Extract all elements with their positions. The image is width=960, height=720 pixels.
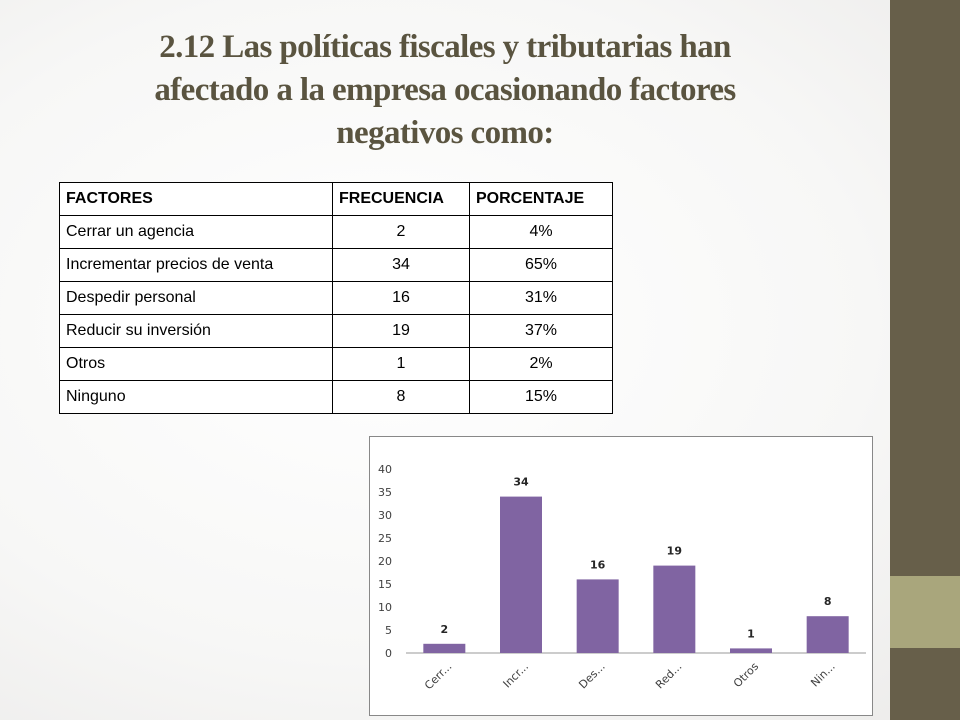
- frequency-cell: 19: [332, 314, 470, 348]
- factor-cell: Otros: [59, 347, 333, 381]
- y-tick-label: 20: [378, 555, 392, 568]
- bar-chart: 0 5 10 15 20 25 30 35 40 2 34 16 19 1 8 Cerr... Incr..…: [369, 436, 873, 716]
- bar: [730, 648, 772, 653]
- factor-cell: Despedir personal: [59, 281, 333, 315]
- y-tick-label: 40: [378, 463, 392, 476]
- title-line-1: 2.12 Las políticas fiscales y tributaria…: [159, 29, 731, 65]
- header-factores: FACTORES: [59, 182, 333, 216]
- table-header-row: FACTORES FRECUENCIA PORCENTAJE: [59, 182, 613, 216]
- slide-title: 2.12 Las políticas fiscales y tributaria…: [60, 26, 830, 155]
- factor-cell: Reducir su inversión: [59, 314, 333, 348]
- title-line-3: negativos como:: [336, 115, 554, 151]
- y-tick-label: 35: [378, 486, 392, 499]
- table-row: Otros 1 2%: [59, 347, 613, 381]
- frequency-table: FACTORES FRECUENCIA PORCENTAJE Cerrar un…: [59, 182, 613, 414]
- bar: [653, 565, 696, 653]
- x-tick-label: Red...: [653, 660, 684, 691]
- sidebar-accent-band: [890, 576, 960, 648]
- bar-chart-svg: 0 5 10 15 20 25 30 35 40 2 34 16 19 1 8 Cerr... Incr..…: [378, 463, 866, 693]
- table-row: Ninguno 8 15%: [59, 380, 613, 414]
- bar: [500, 496, 542, 653]
- y-tick-label: 5: [385, 624, 392, 637]
- y-tick-label: 10: [378, 601, 392, 614]
- title-line-2: afectado a la empresa ocasionando factor…: [154, 72, 736, 108]
- y-tick-label: 30: [378, 509, 392, 522]
- header-porcentaje: PORCENTAJE: [469, 182, 613, 216]
- percentage-cell: 15%: [469, 380, 613, 414]
- factor-cell: Ninguno: [59, 380, 333, 414]
- bar-value-label: 34: [513, 476, 529, 489]
- x-tick-label: Incr...: [501, 660, 532, 691]
- frequency-cell: 8: [332, 380, 470, 414]
- frequency-cell: 1: [332, 347, 470, 381]
- factor-cell: Incrementar precios de venta: [59, 248, 333, 282]
- table-row: Incrementar precios de venta 34 65%: [59, 248, 613, 282]
- y-tick-label: 25: [378, 532, 392, 545]
- percentage-cell: 65%: [469, 248, 613, 282]
- x-tick-label: Des...: [576, 660, 607, 691]
- table-row: Cerrar un agencia 2 4%: [59, 215, 613, 249]
- bars-group: 2 34 16 19 1 8: [423, 476, 849, 653]
- percentage-cell: 4%: [469, 215, 613, 249]
- y-tick-label: 15: [378, 578, 392, 591]
- frequency-cell: 16: [332, 281, 470, 315]
- x-tick-label: Cerr...: [422, 660, 454, 692]
- header-frecuencia: FRECUENCIA: [332, 182, 470, 216]
- frequency-cell: 2: [332, 215, 470, 249]
- percentage-cell: 31%: [469, 281, 613, 315]
- factor-cell: Cerrar un agencia: [59, 215, 333, 249]
- bar: [576, 579, 619, 653]
- bar-value-label: 8: [824, 595, 832, 608]
- percentage-cell: 37%: [469, 314, 613, 348]
- y-tick-label: 0: [385, 647, 392, 660]
- bar-value-label: 19: [667, 545, 682, 558]
- x-tick-label: Otros: [731, 660, 761, 690]
- bar-value-label: 16: [590, 558, 606, 571]
- y-axis-ticks: 0 5 10 15 20 25 30 35 40: [378, 463, 392, 660]
- bar-value-label: 2: [441, 623, 449, 636]
- percentage-cell: 2%: [469, 347, 613, 381]
- x-tick-label: Nin...: [808, 660, 838, 690]
- x-axis-labels: Cerr... Incr... Des... Red... Otros Nin...: [422, 660, 838, 693]
- bar-value-label: 1: [747, 627, 755, 640]
- frequency-cell: 34: [332, 248, 470, 282]
- bar: [806, 616, 849, 653]
- bar: [423, 643, 466, 653]
- table-row: Reducir su inversión 19 37%: [59, 314, 613, 348]
- table-row: Despedir personal 16 31%: [59, 281, 613, 315]
